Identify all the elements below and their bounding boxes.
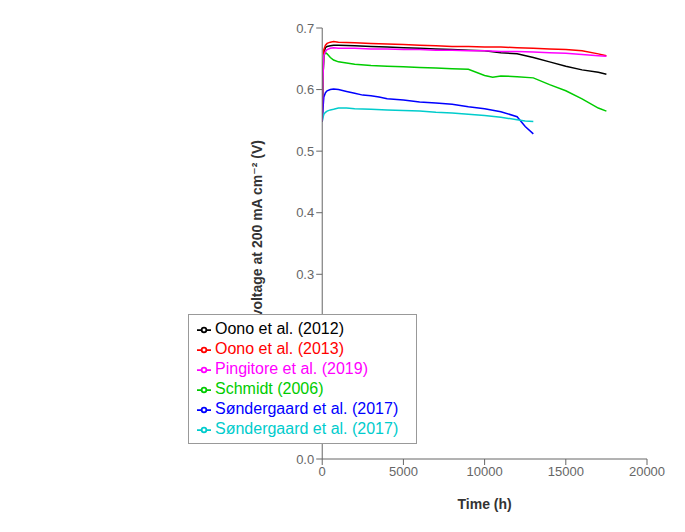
svg-text:0.5: 0.5 — [296, 144, 314, 159]
svg-text:Time (h): Time (h) — [458, 496, 512, 512]
svg-text:Cell voltage at 200 mA cm⁻² (V: Cell voltage at 200 mA cm⁻² (V) — [249, 140, 265, 347]
svg-text:0.1: 0.1 — [296, 390, 314, 405]
svg-text:0.0: 0.0 — [296, 452, 314, 467]
svg-text:10000: 10000 — [467, 464, 503, 479]
svg-text:0.7: 0.7 — [296, 21, 314, 36]
svg-text:0: 0 — [319, 464, 326, 479]
svg-text:5000: 5000 — [389, 464, 418, 479]
svg-text:20000: 20000 — [629, 464, 665, 479]
svg-text:0.4: 0.4 — [296, 205, 314, 220]
svg-text:15000: 15000 — [548, 464, 584, 479]
svg-text:0.3: 0.3 — [296, 267, 314, 282]
svg-text:0.6: 0.6 — [296, 82, 314, 97]
svg-text:0.2: 0.2 — [296, 328, 314, 343]
